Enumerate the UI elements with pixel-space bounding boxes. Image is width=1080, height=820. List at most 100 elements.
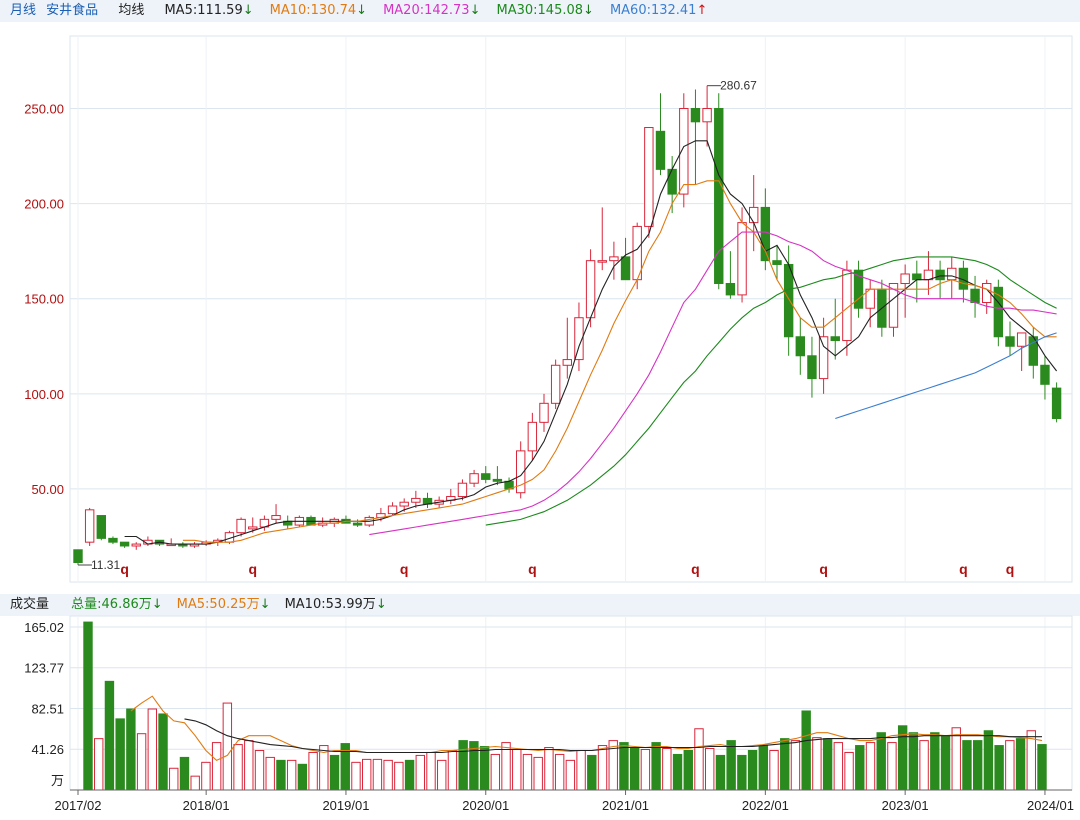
candle-up	[888, 282, 899, 328]
volume-bar-down	[876, 732, 886, 791]
candle-up	[399, 501, 409, 507]
price-panel-frame	[69, 35, 1073, 583]
candle-down	[725, 282, 736, 296]
volume-bar-down	[297, 763, 308, 791]
volume-y-tick-label: 41.26	[31, 742, 64, 757]
ma-trend-arrow-icon: ↓	[583, 3, 594, 18]
volume-bar-up	[522, 753, 533, 791]
volume-bar-down	[404, 759, 415, 791]
event-marker-q: q	[120, 561, 129, 577]
candle-down	[912, 273, 922, 281]
candle-up	[900, 273, 910, 284]
volume-y-tick-label: 82.51	[31, 702, 64, 717]
volume-bar-up	[394, 761, 404, 791]
volume-bar-down	[822, 738, 833, 791]
candle-down	[655, 130, 666, 170]
candle-up	[609, 256, 619, 262]
price-chart-header: 月线 安井食品 均线 MA5:111.59↓ MA10:130.74↓ MA20:1…	[0, 0, 1080, 22]
volume-bar-up	[812, 737, 822, 791]
candle-down	[492, 478, 503, 482]
volume-bar-up	[769, 749, 779, 791]
candle-down	[1051, 387, 1062, 420]
volume-bar-down	[126, 708, 136, 791]
candle-down	[783, 263, 794, 338]
candle-up	[1016, 332, 1027, 347]
volume-bar-up	[94, 738, 104, 791]
volume-bar-up	[244, 740, 254, 791]
volume-bar-down	[629, 747, 640, 791]
price-y-tick-label: 100.00	[24, 387, 64, 402]
volume-bar-down	[940, 735, 951, 791]
candle-up	[749, 206, 759, 224]
volume-bar-up	[490, 753, 501, 791]
ma-legend: MA5:111.59↓ MA10:130.74↓ MA20:142.73↓ MA30:…	[158, 0, 707, 22]
volume-y-tick-label: 165.02	[24, 620, 64, 635]
candle-down	[108, 537, 118, 543]
period-label[interactable]: 月线	[10, 3, 37, 18]
candle-up	[516, 450, 526, 494]
candle-down	[1005, 336, 1015, 347]
candle-up	[550, 364, 561, 404]
volume-bar-up	[865, 742, 876, 791]
volume-bar-up	[201, 761, 211, 791]
candle-down	[481, 473, 491, 480]
candle-up	[469, 473, 479, 484]
ma-trend-arrow-icon: ↓	[356, 3, 368, 18]
volume-bar-up	[211, 742, 222, 791]
volume-bar-up	[1005, 740, 1015, 791]
candle-up	[236, 518, 246, 534]
volume-chart-header: 成交量 总量:46.86万↓ MA5:50.25万↓ MA10:53.99万↓	[0, 594, 1080, 616]
candle-down	[935, 269, 945, 281]
price-y-tick-label: 50.00	[31, 482, 64, 497]
candle-up	[84, 509, 95, 543]
candle-up	[597, 260, 607, 263]
volume-legend: 总量:46.86万↓ MA5:50.25万↓ MA10:53.99万↓	[63, 594, 387, 616]
candle-down	[96, 515, 106, 539]
volume-bar-up	[308, 751, 318, 791]
volume-bar-down	[587, 754, 597, 791]
volume-bar-up	[951, 727, 961, 791]
event-marker-q: q	[1006, 561, 1015, 577]
volume-bar-up	[640, 749, 651, 791]
event-marker-q: q	[248, 561, 257, 577]
volume-bar-down	[855, 745, 865, 791]
volume-bar-up	[833, 742, 844, 791]
volume-bar-down	[908, 732, 919, 791]
candle-down	[795, 336, 805, 357]
candle-down	[807, 355, 817, 380]
x-axis-tick-label: 2020/01	[462, 798, 509, 813]
x-axis-tick-label: 2019/01	[322, 798, 369, 813]
ma-legend-item-2: MA20:142.73↓	[383, 0, 480, 22]
volume-y-tick-label: 123.77	[24, 661, 64, 676]
volume-legend-item-2: MA10:53.99万↓	[285, 594, 387, 616]
volume-bar-down	[715, 754, 726, 791]
volume-bar-up	[169, 767, 179, 791]
volume-bar-down	[458, 740, 468, 791]
x-axis-tick-label: 2017/02	[55, 798, 102, 813]
volume-bar-down	[983, 730, 994, 791]
volume-legend-item-0: 总量:46.86万↓	[71, 594, 163, 616]
volume-bar-down	[651, 742, 661, 791]
volume-ma-line-ma10	[184, 718, 1042, 754]
volume-bar-up	[597, 745, 608, 791]
candle-up	[411, 497, 421, 503]
ma-trend-arrow-icon: ↑	[696, 3, 708, 18]
volume-bar-down	[726, 740, 736, 791]
volume-bar-down	[104, 680, 115, 791]
candle-down	[1040, 364, 1050, 385]
candle-up	[574, 317, 584, 361]
ma-legend-item-4: MA60:132.41↑	[610, 0, 707, 22]
volume-bar-down	[158, 713, 168, 791]
ma-label[interactable]: 均线	[118, 3, 145, 18]
ma-line-ma20	[369, 231, 1057, 536]
candle-down	[667, 168, 677, 195]
x-axis-tick-label: 2022/01	[742, 798, 789, 813]
volume-bar-up	[286, 759, 297, 791]
candle-down	[620, 256, 631, 281]
volume-bar-down	[1015, 738, 1026, 791]
min-price-annotation: 11.31	[91, 558, 120, 572]
candle-up	[248, 526, 258, 530]
event-marker-q: q	[819, 561, 828, 577]
ma-trend-arrow-icon: ↓	[242, 3, 254, 18]
volume-bar-up	[372, 758, 383, 791]
